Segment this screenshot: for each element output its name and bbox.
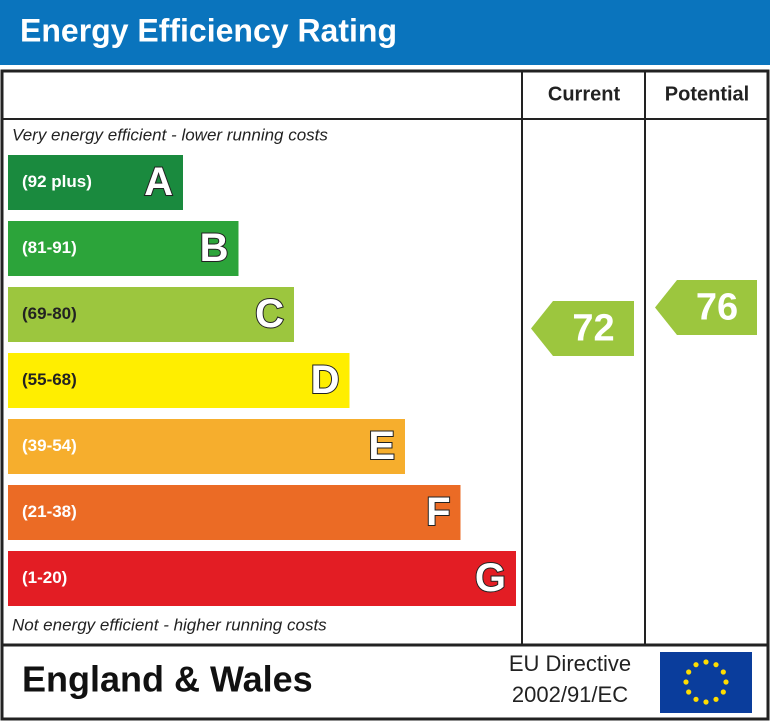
top-note: Very energy efficient - lower running co…	[12, 125, 328, 144]
eu-star	[686, 669, 692, 675]
rating-band	[8, 551, 516, 606]
column-header: Current	[548, 83, 621, 105]
band-letter: F	[426, 490, 450, 534]
band-letter: C	[255, 292, 284, 336]
frame	[0, 69, 770, 721]
eu-stars	[683, 659, 729, 705]
band-letter: G	[475, 556, 506, 600]
eu-star	[703, 699, 709, 705]
eu-star	[713, 696, 719, 702]
eu-star	[703, 659, 709, 665]
band-letter: D	[311, 358, 340, 402]
rating-band	[8, 155, 183, 210]
eu-star	[720, 689, 726, 695]
footer-directive: EU Directive	[509, 651, 631, 676]
bottom-note: Not energy efficient - higher running co…	[12, 615, 327, 634]
column-header: Potential	[665, 83, 749, 105]
eu-star	[683, 679, 689, 685]
band-range: (81-91)	[22, 238, 77, 257]
eu-star	[713, 662, 719, 668]
rating-band	[8, 287, 294, 342]
band-letter: B	[200, 226, 229, 270]
rating-arrow	[655, 280, 757, 335]
rating-band	[8, 485, 461, 540]
eu-star	[693, 662, 699, 668]
eu-star	[686, 689, 692, 695]
title-bar	[0, 0, 770, 65]
band-letter: E	[368, 424, 395, 468]
band-range: (39-54)	[22, 436, 77, 455]
band-range: (69-80)	[22, 304, 77, 323]
eu-star	[720, 669, 726, 675]
band-range: (21-38)	[22, 502, 77, 521]
rating-value: 76	[696, 287, 738, 329]
rating-band	[8, 353, 350, 408]
band-range: (92 plus)	[22, 172, 92, 191]
footer-directive: 2002/91/EC	[512, 682, 628, 707]
eu-star	[723, 679, 729, 685]
footer-region: England & Wales	[22, 659, 313, 700]
band-range: (55-68)	[22, 370, 77, 389]
rating-value: 72	[572, 308, 614, 350]
band-range: (1-20)	[22, 568, 67, 587]
eu-star	[693, 696, 699, 702]
rating-band	[8, 221, 239, 276]
band-letter: A	[144, 160, 173, 204]
rating-arrow	[531, 301, 634, 356]
chart-title: Energy Efficiency Rating	[20, 12, 397, 48]
rating-band	[8, 419, 405, 474]
